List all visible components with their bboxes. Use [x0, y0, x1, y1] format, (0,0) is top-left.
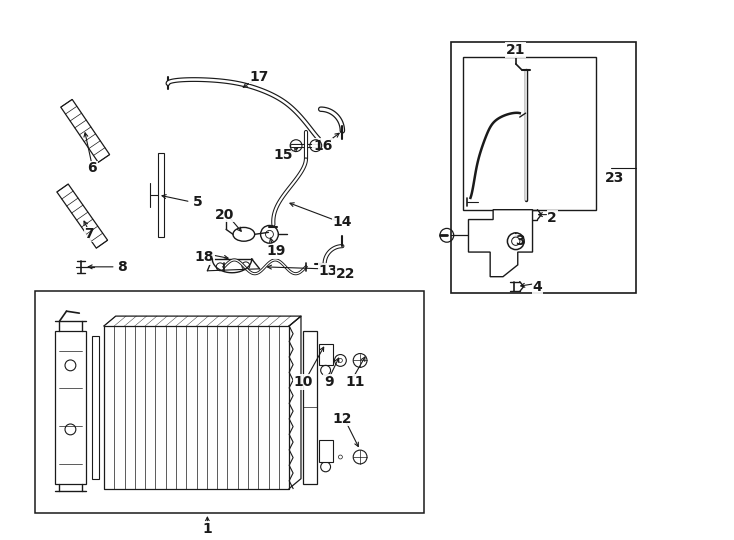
Text: 17: 17 — [250, 70, 269, 84]
Text: 6: 6 — [87, 161, 97, 176]
Text: 10: 10 — [294, 375, 313, 389]
Text: 16: 16 — [313, 139, 333, 153]
Text: 18: 18 — [195, 250, 214, 264]
Text: 4: 4 — [533, 280, 542, 294]
Text: 14: 14 — [333, 214, 352, 228]
Text: 1: 1 — [203, 522, 212, 536]
Bar — [35, 292, 424, 513]
Polygon shape — [61, 99, 109, 163]
Text: 5: 5 — [192, 195, 203, 209]
Bar — [451, 42, 636, 293]
Text: 15: 15 — [274, 148, 293, 163]
Text: 13: 13 — [319, 264, 338, 278]
Text: 23: 23 — [605, 171, 624, 185]
Bar — [303, 331, 317, 484]
Bar — [319, 440, 333, 462]
Bar — [54, 331, 86, 484]
Text: 9: 9 — [324, 375, 333, 389]
Polygon shape — [57, 184, 108, 248]
Bar — [158, 152, 164, 237]
Text: 2: 2 — [548, 211, 557, 225]
Text: 7: 7 — [84, 227, 94, 241]
Bar — [462, 57, 595, 210]
Text: 3: 3 — [515, 234, 525, 248]
Text: 11: 11 — [346, 375, 365, 389]
Text: 12: 12 — [333, 411, 352, 426]
Text: 19: 19 — [266, 244, 286, 258]
Text: 22: 22 — [335, 267, 355, 281]
Text: 20: 20 — [214, 207, 234, 221]
Bar — [319, 343, 333, 366]
Text: 21: 21 — [506, 43, 526, 57]
Bar — [92, 336, 99, 478]
Polygon shape — [468, 210, 533, 276]
Bar — [104, 326, 289, 489]
Text: 8: 8 — [117, 260, 126, 274]
